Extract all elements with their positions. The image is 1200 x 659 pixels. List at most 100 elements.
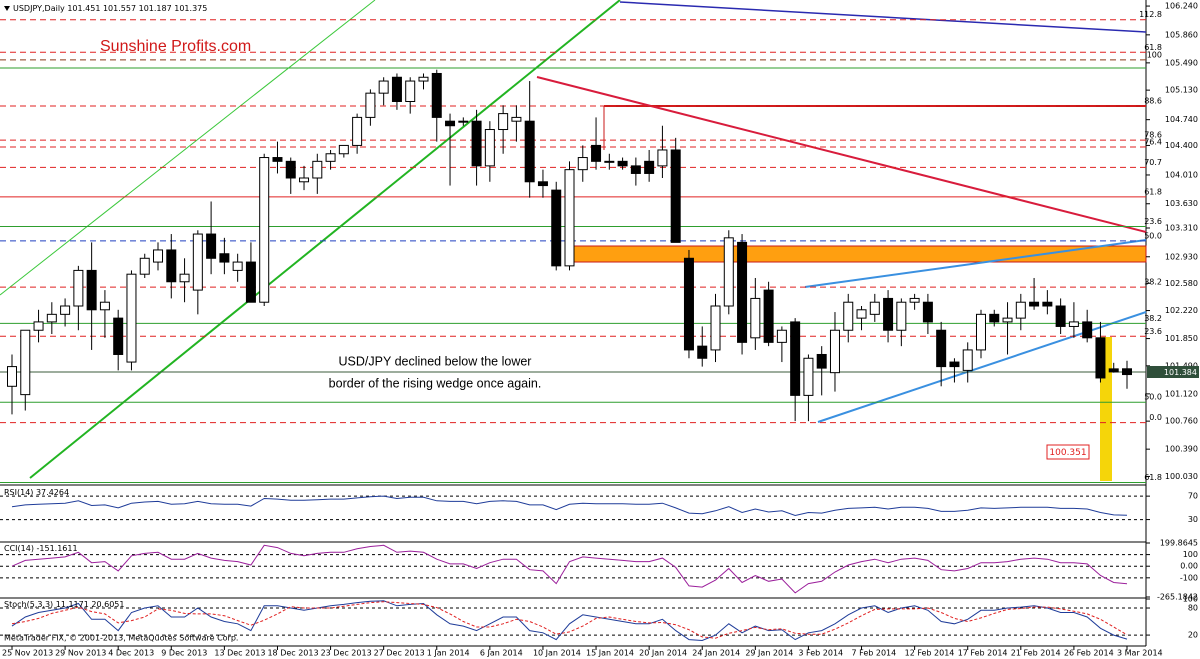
candle-body (418, 76, 429, 82)
open-value: 101.451 (67, 4, 100, 13)
wedge-line (804, 239, 1147, 288)
y-tick-label: 103.310 (1165, 223, 1198, 232)
candle-body (498, 113, 509, 131)
y-tick-label: 101.490 (1165, 361, 1198, 370)
candle-body (524, 120, 535, 183)
candle-body (723, 237, 734, 307)
candle-body (20, 329, 31, 396)
fib-label: 100 (1147, 50, 1162, 59)
indicator-value: 37.4264 (36, 488, 69, 497)
candle-body (166, 249, 177, 283)
fib-label: 23.6 (1144, 327, 1162, 336)
candle-body (73, 269, 84, 307)
candle-body (697, 345, 708, 359)
last-price-box (1147, 366, 1199, 378)
trend-line (619, 1, 1147, 33)
y-tick-label: -265.1842 (1157, 593, 1198, 602)
y-tick-label: 100.030 (1165, 472, 1198, 481)
candle-body (7, 366, 17, 387)
fib-label: 0.0 (1149, 413, 1162, 422)
candle-body (86, 269, 97, 311)
candle-body (33, 321, 44, 331)
candle-body (790, 321, 801, 396)
x-tick-label: 18 Dec 2013 (267, 649, 318, 658)
y-tick-label: 0.00 (1180, 562, 1198, 571)
trend-line (536, 76, 1147, 233)
candle-body (458, 120, 469, 123)
annotation: border of the rising wedge once again. (329, 376, 542, 390)
fib-label: 70.7 (1144, 158, 1162, 167)
trend-line (0, 0, 376, 296)
candle-body (683, 257, 694, 351)
x-tick-label: 17 Feb 2014 (958, 649, 1008, 658)
candle-body (577, 157, 588, 171)
fib-label: 61.8 (1144, 187, 1162, 196)
candle-body (126, 273, 137, 363)
candle-body (869, 301, 880, 315)
trend-line (29, 0, 621, 479)
x-tick-label: 1 Jan 2014 (427, 649, 470, 658)
y-tick-label: 100 (1183, 595, 1198, 604)
x-tick-label: 13 Dec 2013 (214, 649, 265, 658)
indicator-line (11, 601, 1128, 639)
x-tick-label: 3 Mar 2014 (1117, 649, 1163, 658)
candle-body (564, 169, 575, 267)
x-tick-label: 3 Feb 2014 (798, 649, 843, 658)
last-price-label: 101.384 (1164, 368, 1197, 377)
candle-body (511, 116, 522, 122)
candle-body (922, 301, 933, 323)
candle-body (1095, 337, 1106, 379)
candle-body (431, 72, 442, 118)
candle-body (989, 313, 1000, 323)
candle-body (245, 261, 256, 303)
y-tick-label: 100.390 (1165, 445, 1198, 454)
x-tick-label: 4 Dec 2013 (108, 649, 154, 658)
candle-body (710, 305, 721, 351)
fib-label: 38.2 (1144, 314, 1162, 323)
y-tick-label: 104.740 (1165, 115, 1198, 124)
candle-body (312, 160, 323, 179)
y-tick-label: 104.400 (1165, 141, 1198, 150)
candle-body (537, 181, 548, 187)
candle-body (591, 144, 602, 162)
target-label: 100.351 (1049, 448, 1086, 458)
candle-body (484, 129, 495, 167)
candle-body (391, 76, 402, 102)
x-tick-label: 24 Jan 2014 (692, 649, 740, 658)
indicator-line (11, 495, 1128, 517)
candle-body (405, 80, 416, 102)
drawing-objects (0, 0, 1147, 481)
x-tick-label: 29 Jan 2014 (745, 649, 793, 658)
candle-body (1042, 301, 1053, 307)
candle-body (325, 153, 336, 162)
y-tick-label: 104.010 (1165, 170, 1198, 179)
indicator-value: 20.6051 (91, 600, 124, 609)
candle-body (896, 301, 907, 331)
candle-body (153, 249, 164, 263)
candle-body (750, 297, 761, 339)
candle-body (1015, 301, 1026, 319)
candle-body (803, 357, 814, 396)
indicator-name: Stoch(5,3,3) (4, 600, 53, 609)
indicator-name: CCI(14) (4, 544, 34, 553)
candle-body (179, 273, 190, 283)
candle-body (285, 160, 296, 179)
x-tick-label: 29 Nov 2013 (55, 649, 106, 658)
candle-body (617, 160, 628, 167)
candle-body (192, 233, 203, 291)
fib-label: 78.6 (1144, 131, 1162, 140)
fib-label: 61.8 (1144, 43, 1162, 52)
candle-body (259, 157, 270, 303)
y-tick-label: 105.860 (1165, 30, 1198, 39)
indicator-title: Stoch(5,3,3) 11.1171 20.6051 (4, 600, 124, 609)
y-tick-label: 106.240 (1165, 2, 1198, 11)
y-tick-label: 105.130 (1165, 86, 1198, 95)
indicator-name: RSI(14) (4, 488, 33, 497)
candle-body (272, 157, 283, 162)
candle-body (219, 253, 230, 263)
x-tick-label: 15 Jan 2014 (586, 649, 634, 658)
candle-body (604, 160, 615, 163)
close-value: 101.375 (174, 4, 207, 13)
